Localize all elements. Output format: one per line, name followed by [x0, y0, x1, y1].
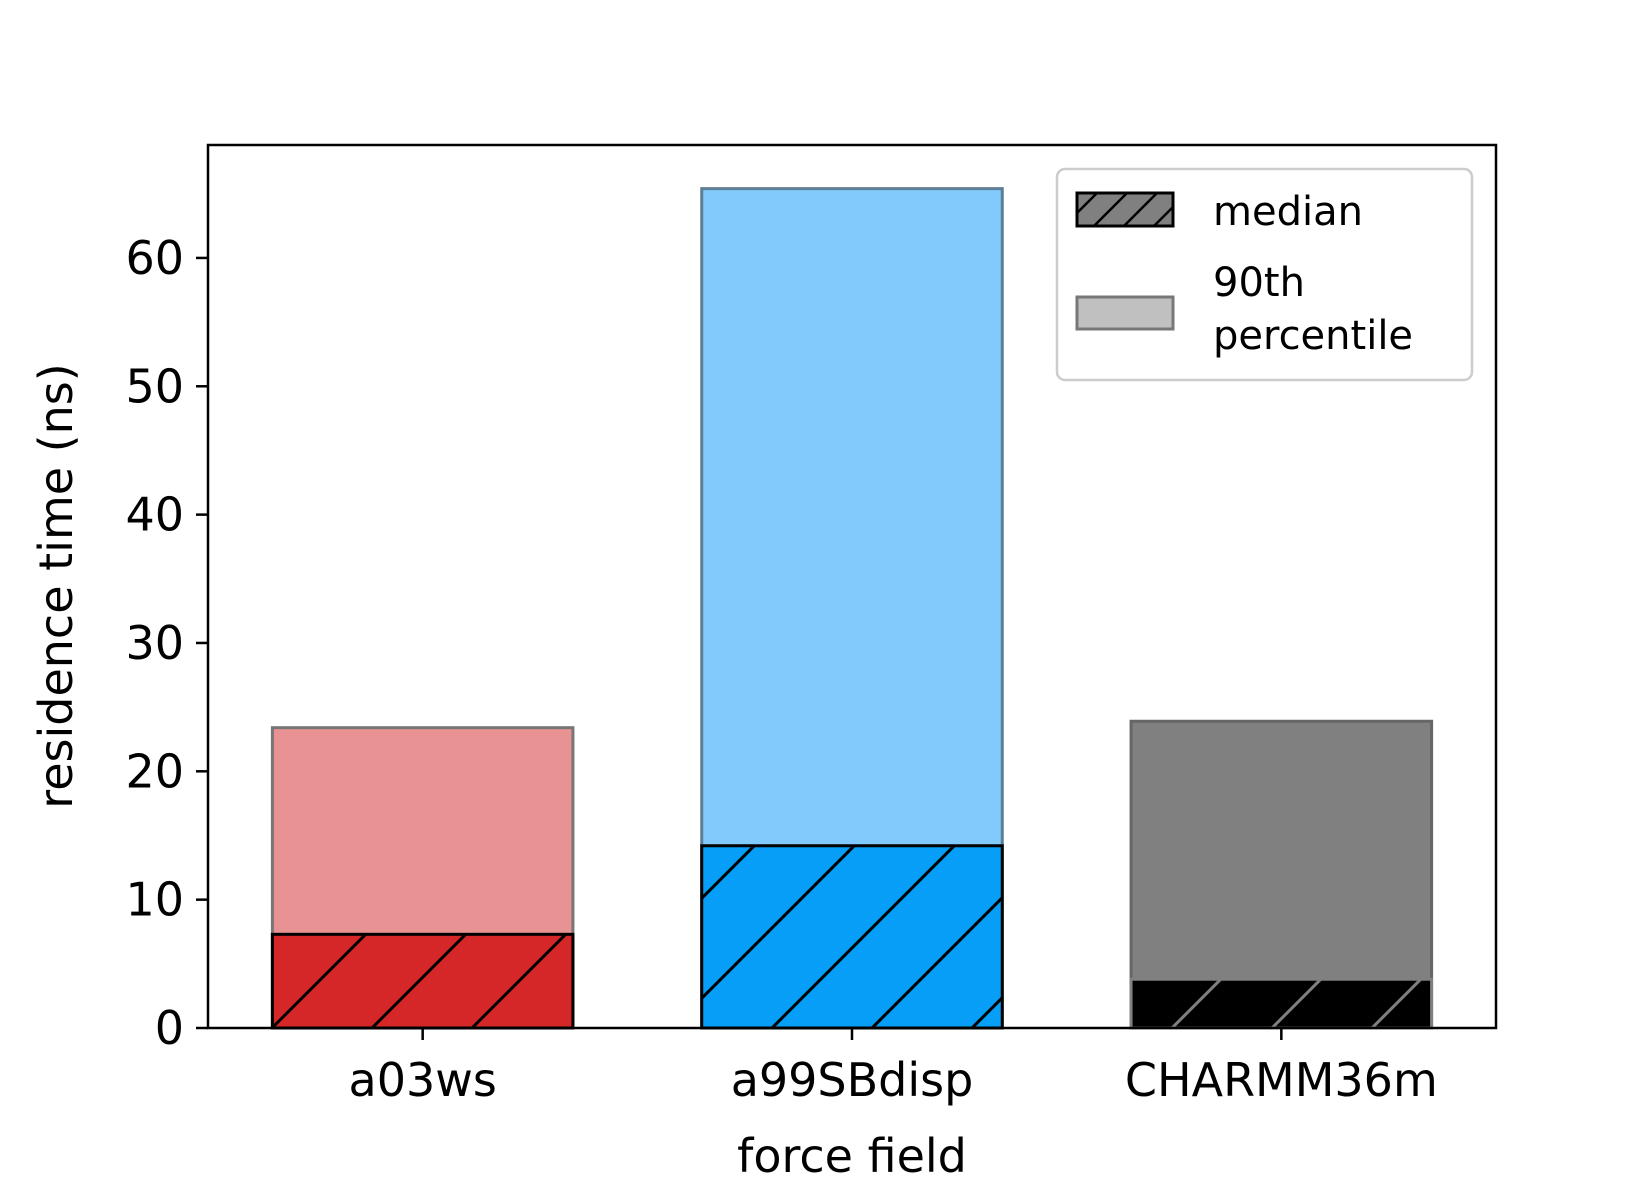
- bars: [270, 187, 1434, 1030]
- bar-median-hatch-charmm36m: [1129, 977, 1434, 1030]
- legend-p90-label-line1: 90th: [1213, 260, 1305, 306]
- legend-p90-swatch: [1075, 295, 1175, 331]
- legend-p90-label-line2: percentile: [1213, 313, 1413, 359]
- x-axis-ticks: a03ws a99SBdisp CHARMM36m: [349, 1028, 1438, 1107]
- bar-median-hatch-a03ws: [270, 932, 575, 1030]
- legend-median-hatch: [1075, 191, 1175, 228]
- y-tick-label: 30: [125, 616, 184, 670]
- y-tick-label: 60: [125, 231, 184, 285]
- y-tick-label: 20: [125, 744, 184, 798]
- bar-p90-charmm36m: [1129, 719, 1434, 1030]
- x-tick-label: CHARMM36m: [1125, 1053, 1438, 1107]
- bar-median-hatch-a99sbdisp: [700, 844, 1004, 1030]
- x-axis-label: force field: [737, 1129, 967, 1183]
- y-axis-label: residence time (ns): [29, 363, 83, 808]
- y-tick-label: 40: [125, 488, 184, 542]
- y-tick-label: 10: [125, 873, 184, 927]
- x-tick-label: a03ws: [349, 1053, 497, 1107]
- x-tick-label: a99SBdisp: [731, 1053, 974, 1107]
- legend-median-label: median: [1213, 189, 1363, 235]
- y-tick-label: 50: [125, 359, 184, 413]
- y-axis-ticks: 0 10 20 30 40 50 60: [125, 231, 208, 1055]
- legend: median 90th percentile: [1055, 167, 1474, 382]
- y-tick-label: 0: [155, 1001, 184, 1055]
